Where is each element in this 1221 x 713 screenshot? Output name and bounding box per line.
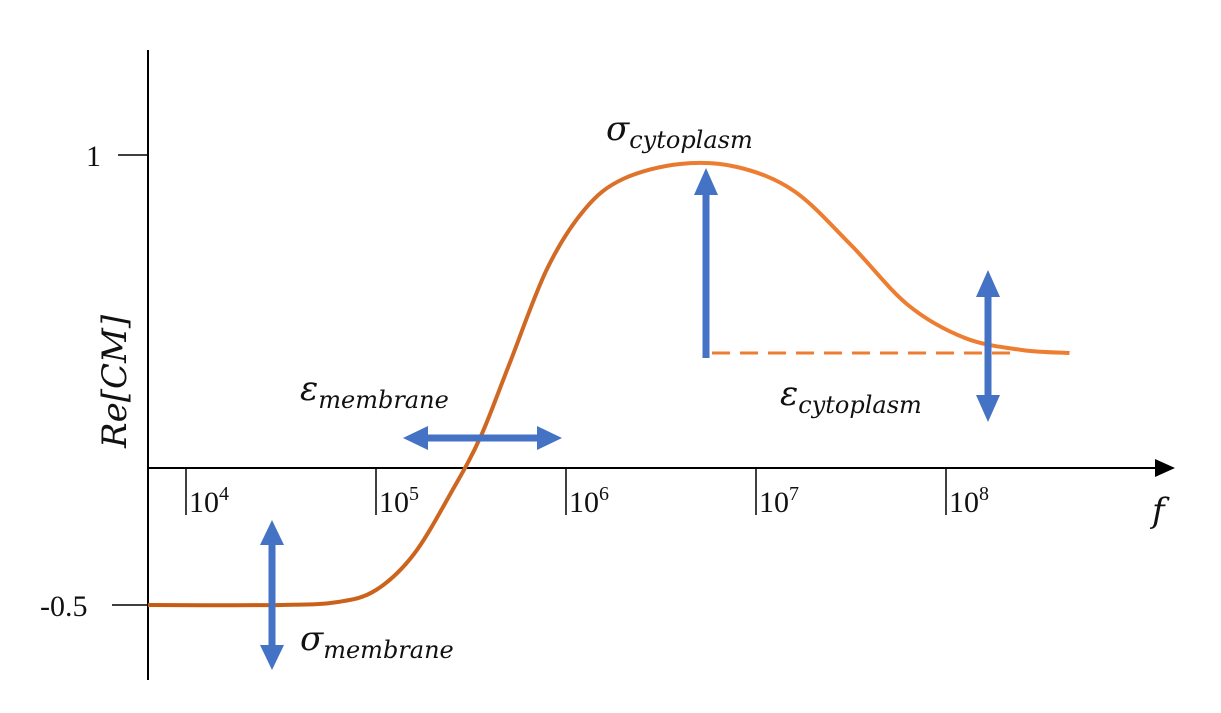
x-tick-label: 105 [379,483,419,519]
y-axis-label: Re[CM] [95,314,135,449]
x-axis-arrowhead [1155,459,1175,477]
sigma-membrane-arrow [260,520,284,670]
epsilon-cytoplasm-arrow [976,270,1000,422]
x-tick-label: 108 [949,483,989,519]
x-tick-label: 107 [759,483,799,519]
epsilon-membrane-label: εmembrane [300,369,449,414]
epsilon-membrane-arrow [403,426,562,450]
y-tick-label-1: 1 [86,140,101,173]
sigma-cytoplasm-arrow [694,168,718,358]
x-tick-label: 106 [569,483,609,519]
x-tick-label: 104 [189,483,229,519]
y-tick-label-neg05: -0.5 [40,590,88,623]
x-axis-label: f [1149,491,1170,531]
sigma-membrane-label: σmembrane [300,619,454,664]
sigma-cytoplasm-label: σcytoplasm [606,109,753,154]
epsilon-cytoplasm-label: εcytoplasm [780,374,922,419]
series-line [147,160,1070,608]
